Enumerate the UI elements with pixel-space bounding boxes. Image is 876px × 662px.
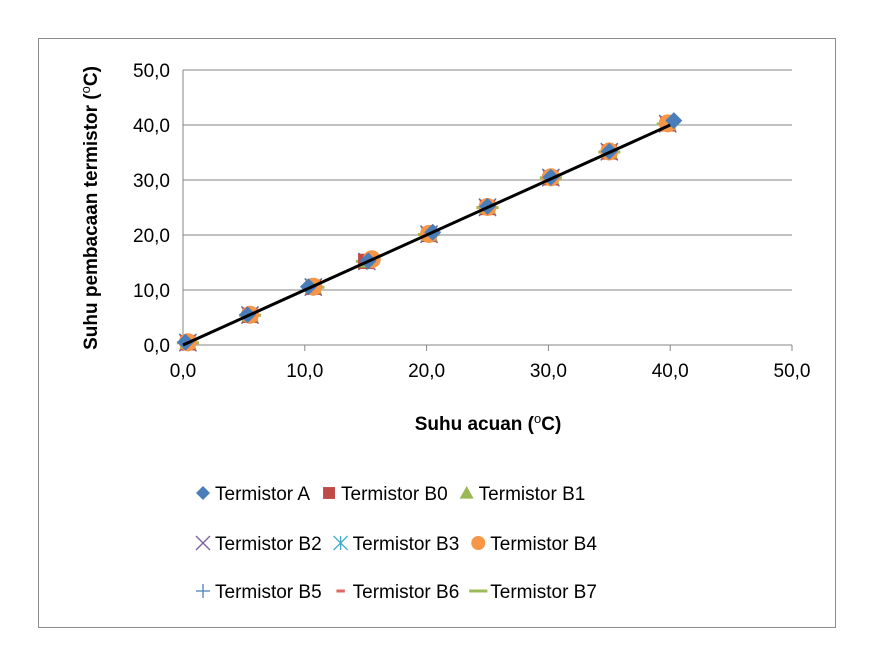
legend: Termistor A Termistor B0 Termistor B1 Termi… <box>195 484 597 603</box>
data-point <box>665 112 683 130</box>
legend-marker <box>195 535 211 551</box>
x-tick-label: 20,0 <box>408 361 445 382</box>
legend-item: Termistor B2 <box>195 534 322 555</box>
legend-item: Termistor B6 <box>336 582 459 603</box>
y-tick-label: 30,0 <box>133 171 170 192</box>
marker-stroke <box>195 535 211 551</box>
y-tick-label: 40,0 <box>133 116 170 137</box>
legend-label: Termistor B2 <box>215 534 322 555</box>
legend-marker <box>323 487 335 499</box>
legend-marker <box>333 535 349 551</box>
x-tick-label: 10,0 <box>286 361 323 382</box>
legend-label: Termistor B3 <box>353 534 460 555</box>
legend-label: Termistor B5 <box>215 582 322 603</box>
x-tick-label: 30,0 <box>530 361 567 382</box>
y-tick-label: 10,0 <box>133 281 170 302</box>
x-tick-label: 50,0 <box>774 361 811 382</box>
legend-marker <box>459 486 474 499</box>
y-tick-label: 0,0 <box>144 336 170 357</box>
data-point <box>176 333 194 351</box>
y-axis-title-superscript: o <box>78 86 93 93</box>
legend-label: Termistor B4 <box>490 534 597 555</box>
legend-label: Termistor B6 <box>353 582 460 603</box>
legend-label: Termistor B1 <box>479 484 586 505</box>
legend-item: Termistor A <box>196 484 310 505</box>
legend-item: Termistor B1 <box>459 484 586 505</box>
legend-item: Termistor B5 <box>196 582 322 603</box>
legend-label: Termistor B0 <box>341 484 448 505</box>
y-axis-title-unit: C) <box>81 66 102 86</box>
legend-item: Termistor B4 <box>471 534 597 555</box>
legend-item: Termistor B7 <box>469 582 597 603</box>
chart-area <box>38 38 836 628</box>
legend-marker <box>196 486 210 500</box>
legend-label: Termistor B7 <box>490 582 597 603</box>
y-tick-label: 20,0 <box>133 226 170 247</box>
x-axis-title: Suhu acuan (oC) <box>415 411 562 436</box>
legend-marker <box>196 584 210 598</box>
legend-marker <box>471 536 486 550</box>
legend-item: Termistor B3 <box>333 534 460 555</box>
trend-line <box>182 123 671 347</box>
x-tick-label: 0,0 <box>170 361 196 382</box>
x-axis-title-unit: C) <box>541 414 561 435</box>
y-tick-label: 50,0 <box>133 61 170 82</box>
legend-item: Termistor B0 <box>323 484 448 505</box>
x-axis-title-text: Suhu acuan ( <box>415 414 535 435</box>
x-tick-label: 40,0 <box>652 361 689 382</box>
legend-label: Termistor A <box>215 484 310 505</box>
y-axis-title: Suhu pembacaan termistor (oC) <box>78 66 103 350</box>
x-axis-title-superscript: o <box>534 411 541 426</box>
y-axis-title-text: Suhu pembacaan termistor ( <box>81 93 102 350</box>
